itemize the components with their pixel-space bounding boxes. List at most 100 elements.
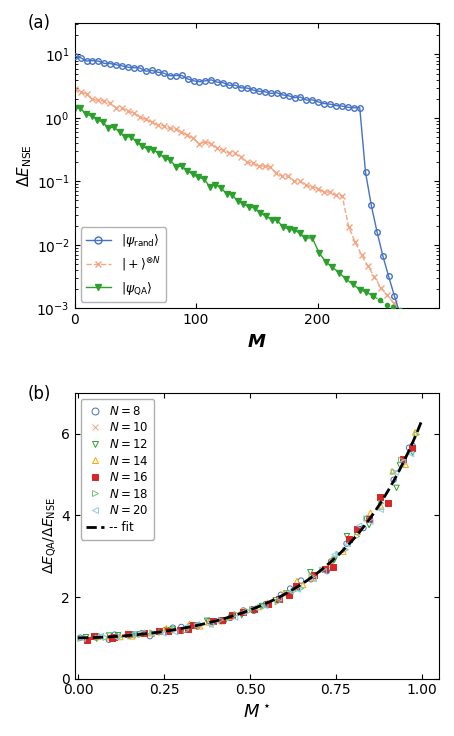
$N = 10$ (202, 618, 209, 629)
$N = 10$ (138, 629, 145, 641)
$N = 18$ (194, 620, 201, 631)
$N = 8$ (307, 573, 315, 585)
$N = 14$ (299, 579, 306, 591)
$N = 18$ (249, 604, 256, 615)
$N = 16$ (365, 513, 373, 525)
$N = 12$ (82, 631, 89, 643)
$N = 8$ (262, 598, 269, 610)
Legend: $|\psi_{\mathrm{rand}}\rangle$, $|+\rangle^{\otimes N}$, $|\psi_{\mathrm{QA}}\ra: $|\psi_{\mathrm{rand}}\rangle$, $|+\rang… (81, 227, 166, 302)
$N = 16$ (109, 632, 116, 644)
X-axis label: $M^\star$: $M^\star$ (243, 703, 271, 721)
$N = 14$ (411, 426, 419, 438)
$N = 8$ (227, 612, 234, 624)
$N = 8$ (169, 622, 177, 634)
$N = 14$ (389, 466, 396, 478)
$N = 10$ (309, 569, 316, 581)
$N = 18$ (398, 454, 405, 466)
$N = 20$ (213, 615, 220, 626)
$N = 8$ (409, 440, 416, 452)
$N = 20$ (183, 621, 190, 633)
$N = 10$ (369, 517, 376, 529)
$N = 10$ (286, 584, 293, 595)
$N = 18$ (94, 632, 101, 644)
$N = 10$ (83, 632, 90, 644)
$N = 8$ (135, 629, 142, 640)
$N = 10$ (330, 555, 337, 567)
$N = 12$ (307, 566, 314, 578)
$N = 12$ (114, 629, 122, 641)
$N = 16$ (124, 628, 132, 640)
$N = 8$ (286, 583, 294, 595)
$N = 16$ (209, 615, 217, 627)
$N = 12$ (238, 609, 245, 621)
$N = 10$ (151, 626, 158, 637)
$N = 10$ (242, 602, 249, 614)
$N = 14$ (280, 587, 287, 599)
$N = 14$ (238, 605, 245, 617)
$N = 18$ (127, 631, 134, 643)
$N = 16$ (377, 491, 384, 503)
$N = 20$ (310, 573, 317, 585)
$N = 8$ (323, 565, 331, 577)
$N = 8$ (166, 626, 173, 638)
fit (286, 588, 291, 597)
$N = 20$ (262, 600, 269, 612)
$N = 14$ (354, 526, 361, 537)
$N = 12$ (222, 615, 229, 626)
$N = 8$ (128, 629, 136, 640)
$N = 16$ (264, 598, 271, 610)
$N = 10$ (249, 606, 256, 618)
$N = 16$ (140, 627, 147, 639)
$N = 18$ (390, 466, 397, 478)
$N = 12$ (393, 482, 400, 494)
$N = 20$ (252, 601, 259, 613)
X-axis label: $\boldsymbol{M}$: $\boldsymbol{M}$ (247, 333, 266, 350)
$N = 20$ (287, 586, 295, 598)
$N = 14$ (89, 631, 96, 643)
$N = 18$ (149, 627, 156, 639)
$N = 12$ (258, 600, 266, 612)
$N = 14$ (264, 597, 271, 609)
$N = 20$ (331, 549, 338, 561)
Line: fit: fit (78, 420, 422, 638)
$N = 18$ (260, 601, 267, 612)
$N = 20$ (407, 448, 415, 460)
$N = 10$ (265, 596, 272, 608)
$N = 10$ (99, 631, 106, 643)
$N = 14$ (340, 546, 347, 558)
$N = 12$ (194, 620, 201, 631)
$N = 10$ (229, 613, 236, 625)
$N = 14$ (117, 631, 124, 643)
$N = 16$ (345, 533, 353, 545)
$N = 16$ (399, 453, 406, 465)
$N = 14$ (138, 628, 145, 640)
$N = 12$ (105, 630, 113, 642)
$N = 16$ (83, 634, 90, 645)
$N = 18$ (413, 428, 420, 440)
$N = 14$ (186, 618, 193, 630)
$N = 18$ (139, 627, 147, 639)
$N = 16$ (354, 523, 361, 535)
$N = 10$ (123, 630, 130, 642)
$N = 10$ (116, 629, 123, 641)
$N = 14$ (147, 627, 154, 639)
$N = 20$ (148, 628, 156, 640)
$N = 12$ (187, 620, 194, 632)
$N = 18$ (274, 596, 281, 608)
$N = 20$ (367, 516, 374, 528)
fit (75, 634, 81, 643)
fit (419, 416, 424, 425)
$N = 8$ (105, 634, 113, 645)
$N = 18$ (102, 631, 109, 643)
$N = 12$ (169, 623, 176, 635)
$N = 18$ (77, 633, 84, 645)
$N = 10$ (416, 428, 423, 440)
$N = 10$ (111, 634, 118, 646)
$N = 12$ (150, 629, 158, 640)
$N = 14$ (107, 631, 114, 643)
$N = 18$ (319, 564, 326, 576)
$N = 12$ (163, 624, 170, 636)
$N = 20$ (232, 612, 239, 623)
$N = 20$ (377, 504, 384, 516)
$N = 20$ (113, 631, 120, 643)
